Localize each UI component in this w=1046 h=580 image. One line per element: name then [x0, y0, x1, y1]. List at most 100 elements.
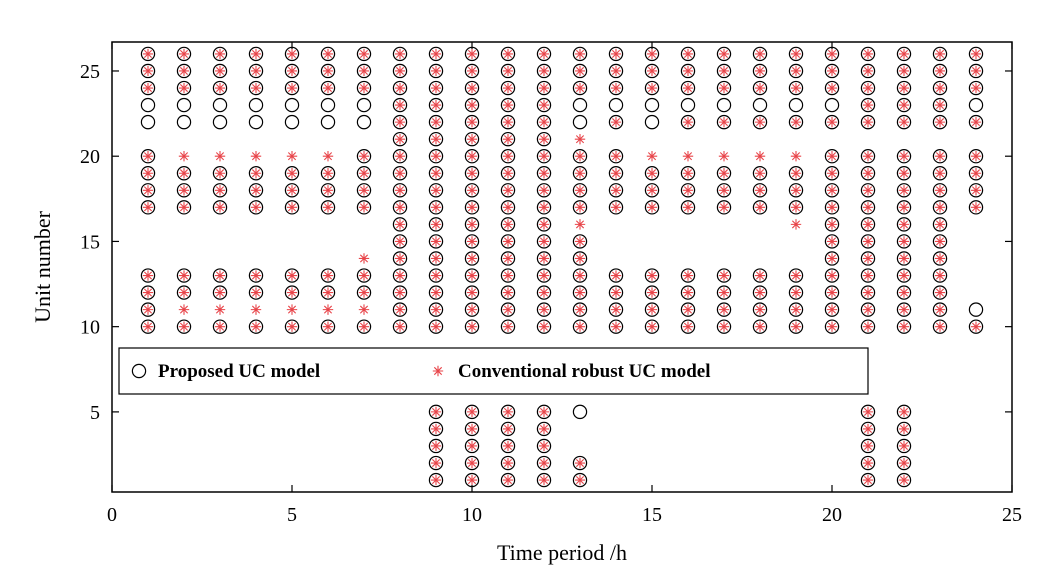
data-point-h13-u5	[572, 404, 588, 420]
data-point-h3-u20	[214, 151, 226, 162]
data-point-h21-u14	[862, 253, 874, 264]
data-point-h21-u20	[862, 151, 874, 162]
data-point-h11-u16	[500, 217, 516, 232]
data-point-h17-u25	[718, 65, 730, 77]
data-point-h9-u14	[428, 251, 444, 266]
data-point-h14-u11	[608, 302, 624, 317]
data-point-h10-u24	[464, 80, 480, 96]
data-point-h15-u11	[646, 304, 658, 315]
data-point-h22-u26	[896, 46, 912, 62]
data-point-h3-u18	[212, 183, 228, 198]
data-point-h8-u26	[392, 46, 408, 62]
data-point-h3-u26	[214, 48, 226, 60]
data-point-h10-u5	[466, 406, 478, 418]
data-point-h22-u25	[896, 63, 912, 79]
data-point-h9-u5	[430, 406, 442, 418]
data-point-h6-u12	[320, 285, 336, 300]
data-point-h11-u5	[502, 406, 514, 418]
data-point-h22-u14	[896, 251, 912, 266]
data-point-h9-u17	[428, 200, 444, 215]
data-point-h14-u25	[610, 65, 622, 77]
data-point-h17-u17	[716, 200, 732, 215]
legend-entries: Proposed UC model Conventional robust UC …	[131, 361, 710, 382]
data-point-h2-u26	[176, 46, 192, 62]
data-point-h1-u22	[140, 114, 156, 130]
legend: Proposed UC model Conventional robust UC …	[118, 347, 869, 395]
data-point-h6-u24	[320, 80, 336, 96]
data-point-h19-u18	[790, 185, 802, 196]
data-point-h10-u16	[466, 219, 478, 230]
data-point-h13-u15	[572, 234, 588, 249]
data-point-h9-u23	[430, 99, 442, 111]
data-point-h8-u11	[392, 302, 408, 317]
data-point-h20-u16	[824, 217, 840, 232]
legend-marker-circle	[131, 363, 147, 379]
data-point-h6-u18	[320, 183, 336, 198]
data-point-h17-u20	[718, 151, 730, 162]
data-point-h22-u1	[898, 474, 910, 486]
data-point-h13-u16	[574, 219, 586, 230]
data-point-h13-u2	[574, 457, 586, 469]
data-point-h6-u17	[320, 200, 336, 215]
data-point-h13-u14	[574, 253, 586, 264]
data-point-h24-u20	[968, 149, 984, 164]
y-tick-label: 15	[80, 231, 100, 253]
data-point-h9-u15	[430, 236, 442, 247]
data-point-h7-u12	[358, 287, 370, 298]
data-point-h21-u1	[862, 474, 874, 486]
data-point-h12-u5	[536, 404, 552, 420]
data-point-h14-u19	[608, 166, 624, 181]
data-point-h9-u20	[430, 151, 442, 162]
data-point-h14-u25	[608, 63, 624, 79]
data-point-h11-u14	[500, 251, 516, 266]
data-point-h20-u22	[824, 114, 840, 130]
data-point-h11-u26	[502, 48, 514, 60]
data-point-h12-u23	[538, 99, 550, 111]
data-point-h15-u11	[644, 302, 660, 317]
data-point-h12-u17	[536, 200, 552, 215]
data-point-h1-u19	[140, 166, 156, 181]
data-point-h13-u13	[574, 270, 586, 281]
data-point-h9-u25	[430, 65, 442, 77]
data-point-h22-u11	[898, 304, 910, 315]
data-point-h2-u18	[176, 183, 192, 198]
data-point-h20-u17	[824, 200, 840, 215]
data-point-h1-u12	[140, 285, 156, 300]
data-point-h14-u10	[608, 319, 624, 334]
data-point-h9-u26	[430, 48, 442, 60]
data-point-h6-u18	[322, 185, 334, 196]
data-point-h12-u13	[538, 270, 550, 281]
data-point-h2-u24	[178, 82, 190, 94]
data-point-h12-u22	[536, 114, 552, 130]
data-point-h1-u10	[142, 321, 154, 332]
data-point-h3-u26	[212, 46, 228, 62]
data-point-h9-u26	[428, 46, 444, 62]
data-point-h12-u11	[536, 302, 552, 317]
data-point-h16-u26	[680, 46, 696, 62]
y-tick-label: 25	[80, 61, 100, 83]
data-point-h15-u13	[646, 270, 658, 281]
data-point-h21-u3	[860, 438, 876, 454]
data-point-h9-u12	[428, 285, 444, 300]
data-point-h17-u17	[718, 202, 730, 213]
chart-marks	[140, 46, 984, 488]
data-point-h1-u24	[142, 82, 154, 94]
y-tick-label: 20	[80, 146, 100, 168]
data-point-h2-u23	[176, 97, 192, 113]
data-point-h20-u11	[826, 304, 838, 315]
data-point-h15-u19	[646, 168, 658, 179]
data-point-h2-u24	[176, 80, 192, 96]
data-point-h3-u25	[214, 65, 226, 77]
data-point-h22-u5	[898, 406, 910, 418]
data-point-h22-u12	[896, 285, 912, 300]
data-point-h23-u13	[934, 270, 946, 281]
data-point-h14-u17	[610, 202, 622, 213]
legend-box	[118, 347, 869, 395]
data-point-h21-u17	[862, 202, 874, 213]
data-point-h15-u17	[646, 202, 658, 213]
data-point-h1-u18	[140, 183, 156, 198]
data-point-h10-u12	[466, 287, 478, 298]
data-point-h19-u20	[790, 151, 802, 162]
data-point-h12-u14	[538, 253, 550, 264]
data-point-h20-u16	[826, 219, 838, 230]
